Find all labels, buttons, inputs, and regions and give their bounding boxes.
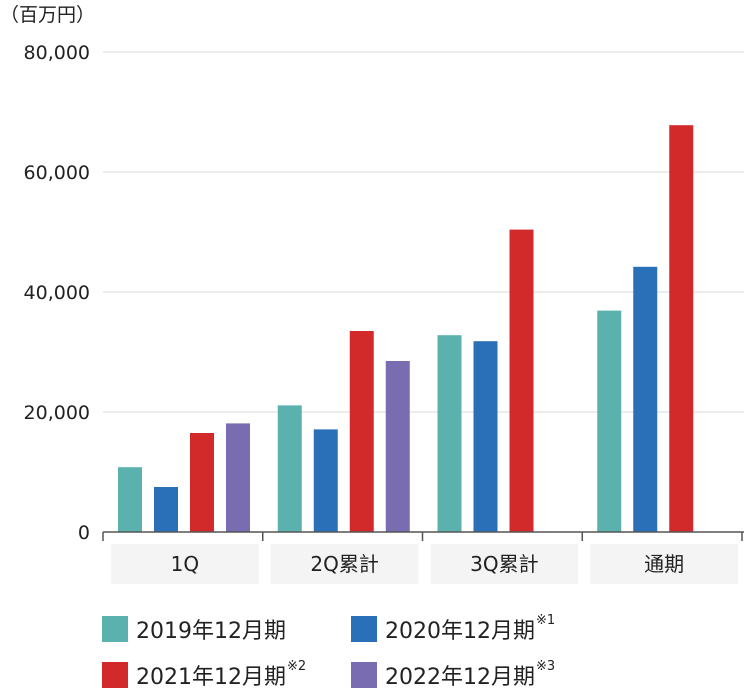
bars [118,125,694,532]
y-tick-label: 20,000 [24,402,90,424]
category-label: 2Q累計 [310,552,378,576]
bar [226,423,250,532]
legend-swatch-2022 [351,662,377,688]
category-label-box [111,544,259,584]
bar [277,405,302,532]
category-label: 1Q [171,552,199,576]
bar [473,341,498,532]
y-axis-ticks: 0 20,000 40,000 60,000 80,000 [24,42,90,544]
bar-chart: 0 20,000 40,000 60,000 80,000 1Q 2Q累計 3Q累計 通期 [24,42,744,584]
category-label-box [270,544,419,584]
x-axis [102,531,744,541]
legend-label-2021: 2021年12月期 [136,665,286,690]
bar [385,361,410,532]
legend-item-2020: 2020年12月期 ※1 [351,613,555,645]
legend-item-2022: 2022年12月期 ※3 [351,659,555,691]
bar [633,266,658,532]
bar [669,125,694,532]
legend-swatch-2020 [351,616,377,642]
legend-item-2019: 2019年12月期 [102,613,287,645]
category-label-box [590,544,738,584]
legend-note-2021: ※2 [286,658,307,674]
y-tick-label: 60,000 [24,162,90,184]
legend-swatch-2019 [102,616,128,642]
category-label: 3Q累計 [470,552,538,576]
legend-label-2019: 2019年12月期 [136,619,286,644]
bar [509,229,534,532]
bar [437,335,462,532]
legend-note-2022: ※3 [535,658,556,674]
bar [190,433,214,532]
bar [154,487,178,532]
bar [118,467,142,532]
legend-swatch-2021 [102,662,128,688]
y-tick-label: 0 [78,522,90,544]
category-label-box [430,544,579,584]
legend-label-2022: 2022年12月期 [385,665,535,690]
category-labels: 1Q 2Q累計 3Q累計 通期 [111,544,738,584]
y-tick-label: 80,000 [24,42,90,64]
bar [597,310,622,532]
y-tick-label: 40,000 [24,282,90,304]
y-axis-unit-label: （百万円） [0,4,96,26]
legend-label-2020: 2020年12月期 [385,619,535,644]
category-label: 通期 [644,552,684,576]
legend-item-2021: 2021年12月期 ※2 [102,659,306,691]
bar [313,429,338,532]
bar [349,331,374,532]
legend-note-2020: ※1 [535,612,556,628]
